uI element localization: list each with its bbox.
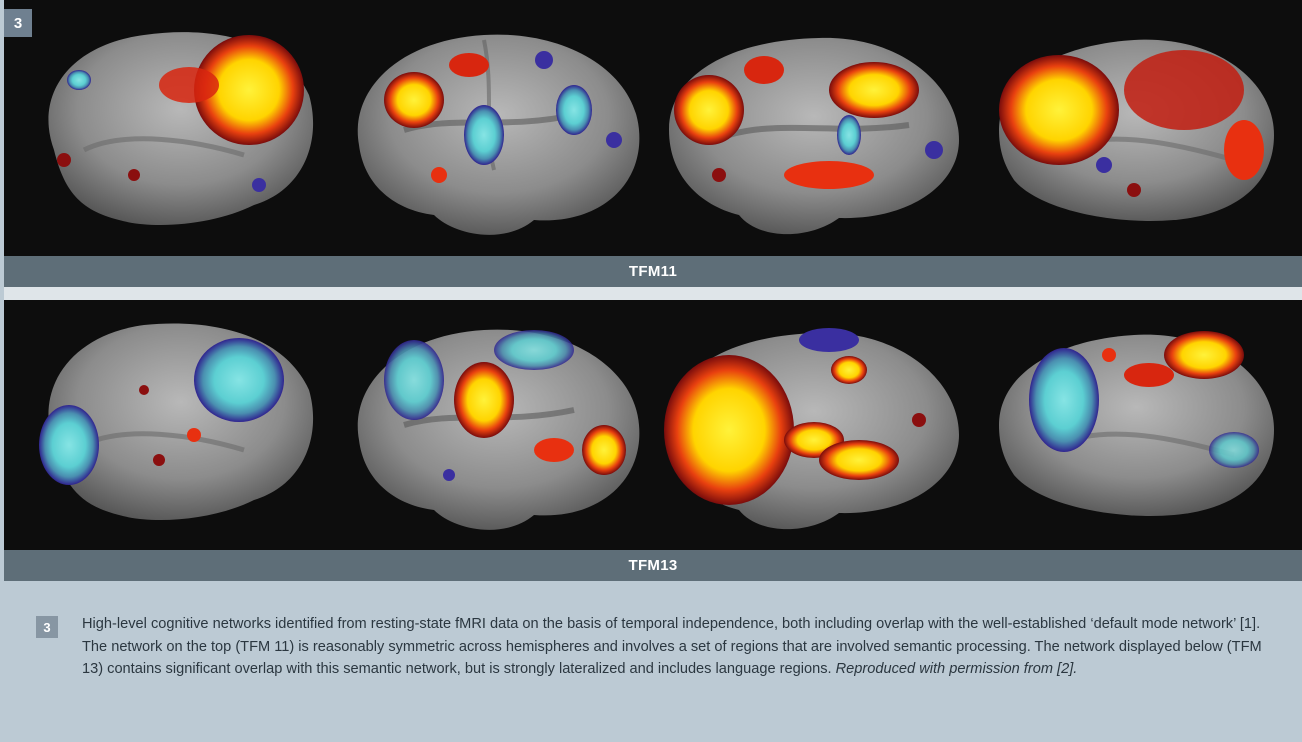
brain-medial-left bbox=[39, 323, 314, 520]
brain-panel-tfm13 bbox=[4, 300, 1302, 550]
figure-number-badge: 3 bbox=[4, 9, 32, 37]
panel-divider bbox=[4, 287, 1302, 300]
panel-label-tfm13: TFM13 bbox=[4, 550, 1302, 581]
brain-lateral-right bbox=[669, 37, 959, 235]
brain-medial-right bbox=[999, 39, 1274, 221]
brain-lateral-left bbox=[357, 34, 640, 235]
brain-medial-left bbox=[48, 32, 314, 226]
brain-lateral-right bbox=[664, 328, 959, 530]
brain-lateral-left bbox=[357, 329, 640, 530]
figure-caption: High-level cognitive networks identified… bbox=[82, 613, 1282, 681]
caption-text: High-level cognitive networks identified… bbox=[82, 616, 1262, 677]
panel-label-tfm11: TFM11 bbox=[4, 256, 1302, 287]
brain-medial-right bbox=[999, 331, 1274, 516]
caption-credit: Reproduced with permission from [2]. bbox=[835, 661, 1078, 677]
caption-number-badge: 3 bbox=[36, 616, 58, 638]
brain-panel-tfm11 bbox=[4, 0, 1302, 256]
